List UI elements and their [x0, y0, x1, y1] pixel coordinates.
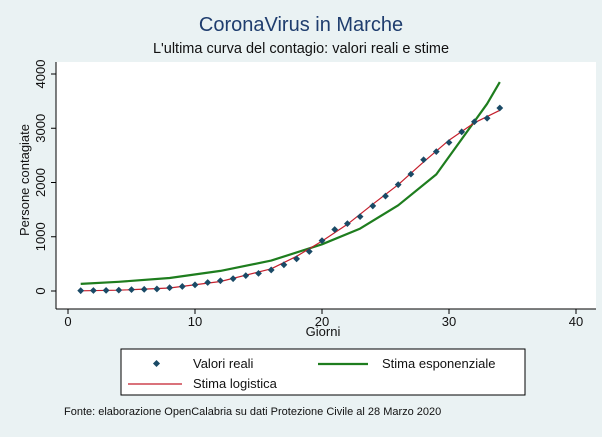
data-point	[102, 287, 110, 294]
x-tick-label: 0	[64, 314, 71, 329]
x-axis-title: Giorni	[306, 324, 341, 339]
data-point	[432, 148, 440, 156]
legend: Valori reali Stima esponenziale Stima lo…	[120, 348, 526, 396]
data-point	[77, 287, 85, 295]
data-point	[242, 272, 250, 279]
data-point	[267, 266, 275, 274]
data-point	[305, 248, 313, 255]
x-tick-label: 30	[442, 314, 456, 329]
data-point	[204, 279, 212, 286]
y-tick-label: 4000	[33, 60, 48, 89]
data-point	[356, 213, 364, 221]
data-point	[344, 220, 351, 228]
y-tick-label: 2000	[33, 168, 48, 197]
y-tick-label: 1000	[33, 222, 48, 251]
data-point	[90, 287, 97, 294]
y-tick-label: 0	[33, 287, 48, 294]
data-point	[217, 277, 224, 285]
data-point	[382, 192, 389, 200]
data-point	[483, 114, 491, 122]
y-tick-label: 3000	[33, 114, 48, 143]
data-point	[191, 281, 199, 289]
chart-title: CoronaVirus in Marche	[199, 14, 403, 36]
data-point	[458, 128, 466, 136]
data-point	[420, 156, 427, 164]
x-tick-label: 40	[569, 314, 583, 329]
data-point	[153, 285, 161, 293]
data-point	[280, 261, 288, 269]
legend-label-valori-reali: Valori reali	[193, 356, 254, 371]
plot-area	[56, 62, 596, 309]
legend-box	[120, 348, 526, 396]
data-point	[331, 226, 339, 233]
legend-label-stima-esponenziale: Stima esponenziale	[382, 356, 495, 371]
y-axis-title: Persone contagiate	[17, 124, 32, 236]
legend-label-stima-logistica: Stima logistica	[193, 376, 278, 391]
data-point	[471, 118, 478, 126]
data-point	[293, 255, 300, 263]
data-point	[229, 275, 237, 283]
data-point	[255, 269, 262, 277]
data-point	[369, 202, 377, 210]
data-point	[445, 139, 453, 146]
chart-subtitle: L'ultima curva del contagio: valori real…	[153, 41, 449, 57]
data-point	[166, 284, 173, 292]
data-point	[140, 285, 148, 293]
data-point	[407, 170, 415, 178]
data-point	[128, 286, 135, 294]
legend-marker-valori-reali	[152, 359, 161, 368]
data-point	[394, 181, 402, 189]
x-tick-label: 10	[188, 314, 202, 329]
data-point	[115, 286, 123, 294]
data-point	[178, 283, 186, 290]
data-point	[318, 237, 326, 245]
series-line-stima-esponenziale	[80, 81, 501, 285]
series-layer	[77, 81, 504, 295]
source-note: Fonte: elaborazione OpenCalabria su dati…	[64, 406, 441, 418]
x-tick-label: 20	[315, 314, 329, 329]
axes: 0 10 20 30 40 0 1000 2000 3000 4000	[33, 60, 596, 329]
data-point	[496, 104, 504, 112]
